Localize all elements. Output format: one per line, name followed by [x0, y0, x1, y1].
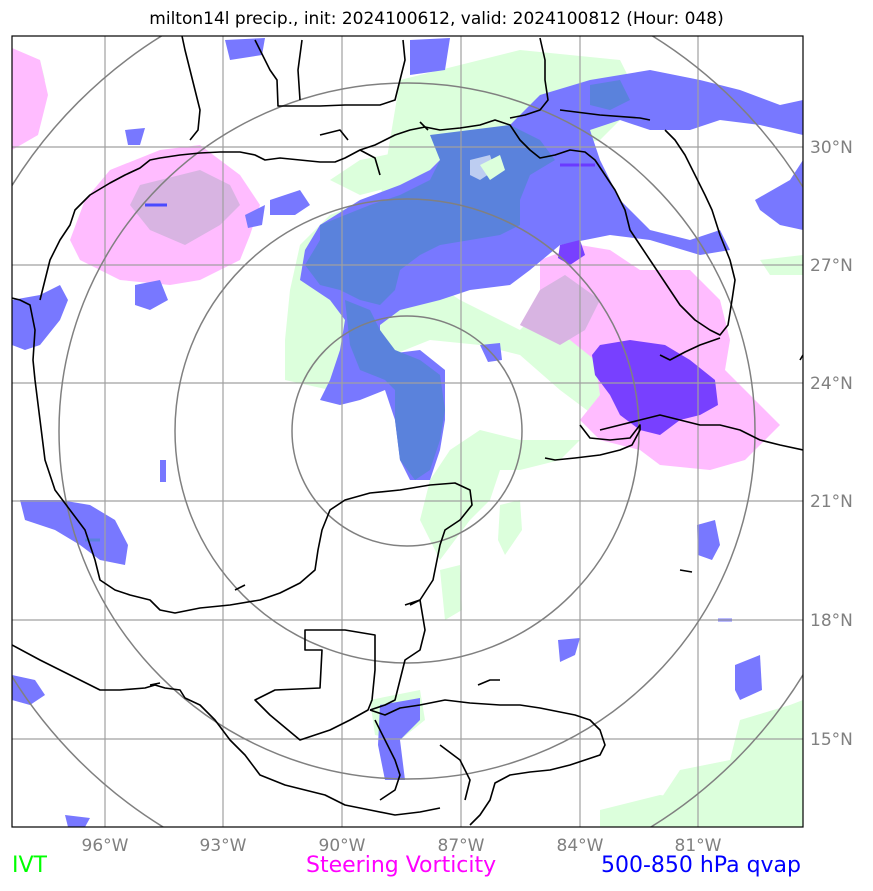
lat-tick-label: 21°N: [810, 492, 853, 512]
legend-qvap: 500-850 hPa qvap: [600, 853, 801, 878]
lat-tick-label: 24°N: [810, 374, 853, 394]
map-title: milton14l precip., init: 2024100612, val…: [149, 9, 724, 29]
ivt-qvap-overlap: [305, 80, 630, 480]
lat-tick-label: 30°N: [810, 138, 853, 158]
lon-tick-label: 81°W: [675, 836, 722, 856]
lon-tick-label: 84°W: [557, 836, 604, 856]
lat-tick-label: 27°N: [810, 256, 853, 276]
lat-tick-label: 18°N: [810, 611, 853, 631]
lon-tick-label: 87°W: [438, 836, 485, 856]
coastlines: [12, 36, 803, 826]
gridlines: [12, 36, 803, 827]
lon-tick-label: 90°W: [319, 836, 366, 856]
legend-ivt: IVT: [12, 853, 47, 878]
vorticity-qvap-strong: [558, 240, 718, 435]
lon-tick-label: 96°W: [82, 836, 129, 856]
lon-tick-label: 93°W: [200, 836, 247, 856]
legend-steering-vorticity: Steering Vorticity: [306, 853, 497, 878]
lat-tick-label: 15°N: [810, 730, 853, 750]
map-frame: [11, 35, 804, 828]
